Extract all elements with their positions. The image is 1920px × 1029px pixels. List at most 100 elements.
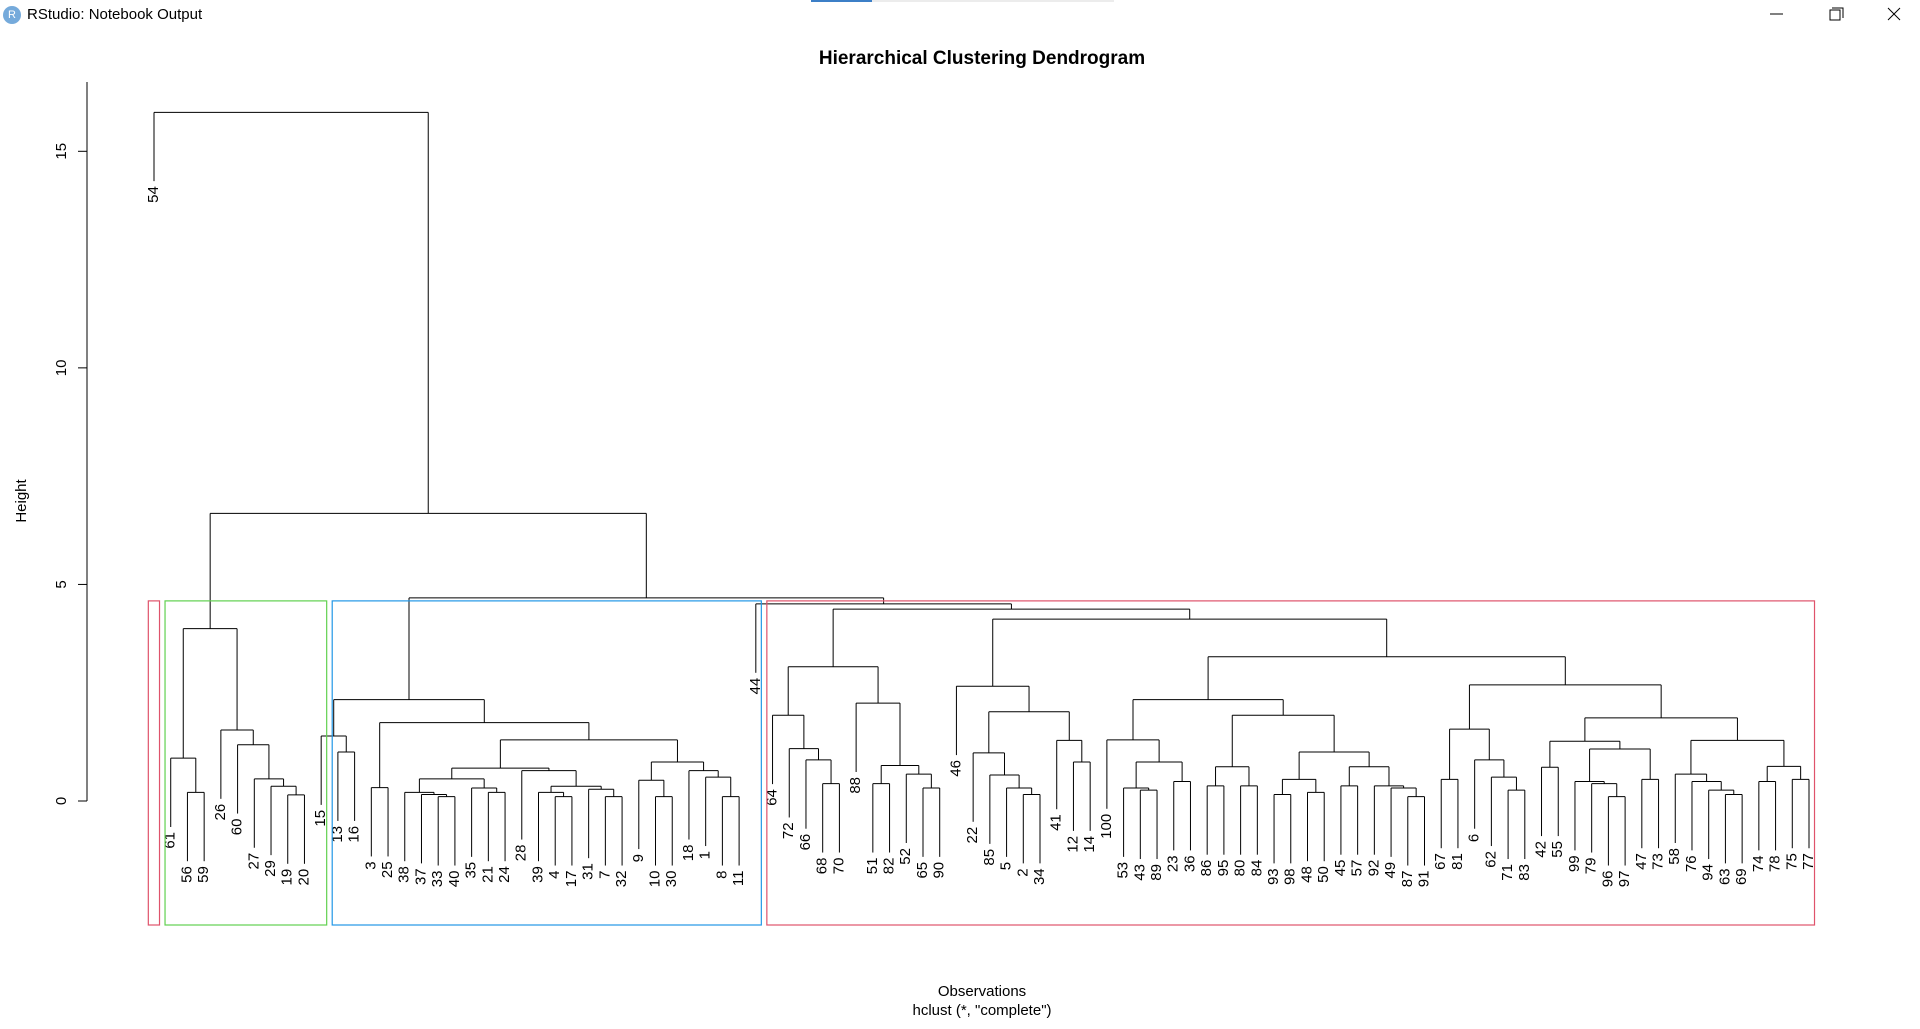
leaf-label: 13 <box>329 826 346 843</box>
leaf-label: 95 <box>1215 860 1232 877</box>
leaf-label: 73 <box>1650 853 1667 870</box>
leaf-label: 4 <box>546 871 563 879</box>
leaf-label: 85 <box>981 849 998 866</box>
leaf-label: 63 <box>1716 868 1733 885</box>
leaf-label: 22 <box>964 827 981 844</box>
leaf-label: 40 <box>446 871 463 888</box>
cluster-rect <box>147 600 161 926</box>
leaf-label: 96 <box>1599 871 1616 888</box>
leaf-label: 80 <box>1232 860 1249 877</box>
leaf-label: 52 <box>897 848 914 865</box>
leaf-label: 27 <box>245 853 262 870</box>
leaf-label: 1 <box>697 851 714 859</box>
leaf-label: 70 <box>830 858 847 875</box>
leaf-label: 48 <box>1298 866 1315 883</box>
leaf-label: 84 <box>1248 860 1265 877</box>
leaf-label: 76 <box>1683 855 1700 872</box>
leaf-label: 68 <box>814 858 831 875</box>
cluster-rect <box>766 600 1816 926</box>
leaf-label: 38 <box>396 866 413 883</box>
leaf-label: 67 <box>1432 853 1449 870</box>
leaf-label: 60 <box>229 819 246 836</box>
leaf-label: 65 <box>914 862 931 879</box>
leaf-label: 64 <box>764 789 781 806</box>
app-icon-letter: R <box>8 9 16 21</box>
leaf-label: 54 <box>145 186 162 203</box>
leaf-label: 34 <box>1031 868 1048 885</box>
leaf-label: 19 <box>279 869 296 886</box>
leaf-label: 45 <box>1332 860 1349 877</box>
leaf-label: 81 <box>1449 853 1466 870</box>
leaf-label: 87 <box>1399 871 1416 888</box>
leaf-label: 93 <box>1265 868 1282 885</box>
leaf-label: 5 <box>998 862 1015 870</box>
leaf-label: 35 <box>463 862 480 879</box>
cluster-rect <box>331 600 762 926</box>
close-button[interactable] <box>1887 7 1901 21</box>
leaf-label: 56 <box>178 866 195 883</box>
leaf-label: 47 <box>1633 853 1650 870</box>
leaf-label: 82 <box>881 858 898 875</box>
y-tick-label: 5 <box>53 580 70 588</box>
leaf-label: 71 <box>1499 864 1516 881</box>
leaf-label: 99 <box>1566 855 1583 872</box>
leaf-label: 88 <box>847 777 864 794</box>
y-tick-label: 10 <box>53 360 70 377</box>
leaf-label: 46 <box>947 760 964 777</box>
leaf-label: 28 <box>513 845 530 862</box>
leaf-label: 12 <box>1064 836 1081 853</box>
leaf-label: 23 <box>1165 855 1182 872</box>
leaf-label: 29 <box>262 860 279 877</box>
x-axis-title: Observations <box>938 983 1026 1000</box>
leaf-label: 39 <box>529 866 546 883</box>
leaf-label: 24 <box>496 866 513 883</box>
leaf-label: 57 <box>1349 860 1366 877</box>
leaf-label: 32 <box>613 871 630 888</box>
leaf-label: 14 <box>1081 836 1098 853</box>
title-bar <box>0 0 1920 30</box>
leaf-label: 9 <box>630 854 647 862</box>
leaf-label: 61 <box>162 832 179 849</box>
leaf-label: 7 <box>596 871 613 879</box>
y-tick-label: 15 <box>53 143 70 160</box>
leaf-label: 25 <box>379 861 396 878</box>
leaf-label: 26 <box>212 804 229 821</box>
leaf-label: 41 <box>1048 814 1065 831</box>
window-title: RStudio: Notebook Output <box>27 6 203 23</box>
leaf-label: 44 <box>747 678 764 695</box>
leaf-label: 55 <box>1549 841 1566 858</box>
chart-title: Hierarchical Clustering Dendrogram <box>819 48 1145 69</box>
leaf-label: 17 <box>563 871 580 888</box>
y-tick-label: 0 <box>53 797 70 805</box>
leaf-label: 72 <box>780 822 797 839</box>
leaf-label: 20 <box>295 869 312 886</box>
leaf-label: 53 <box>1115 862 1132 879</box>
leaf-label: 31 <box>580 863 597 880</box>
leaf-label: 18 <box>680 845 697 862</box>
leaf-label: 79 <box>1583 858 1600 875</box>
leaf-label: 49 <box>1382 862 1399 879</box>
leaf-label: 10 <box>646 871 663 888</box>
maximize-button[interactable] <box>1829 7 1844 21</box>
leaf-label: 3 <box>362 861 379 869</box>
leaf-label: 100 <box>1098 814 1115 839</box>
leaf-label: 59 <box>195 866 212 883</box>
leaf-label: 21 <box>479 866 496 883</box>
leaf-label: 69 <box>1733 868 1750 885</box>
leaf-label: 50 <box>1315 866 1332 883</box>
leaf-label: 98 <box>1282 868 1299 885</box>
leaf-label: 58 <box>1666 848 1683 865</box>
leaf-label: 11 <box>730 871 747 887</box>
leaf-label: 78 <box>1767 855 1784 872</box>
leaf-label: 15 <box>312 810 329 827</box>
leaf-label: 51 <box>864 858 881 875</box>
leaf-label: 97 <box>1616 871 1633 888</box>
y-axis-title: Height <box>13 478 30 522</box>
leaf-label: 66 <box>797 834 814 851</box>
leaf-label: 43 <box>1131 864 1148 881</box>
leaf-label: 86 <box>1198 860 1215 877</box>
leaf-label: 62 <box>1482 851 1499 868</box>
leaf-label: 92 <box>1365 860 1382 877</box>
